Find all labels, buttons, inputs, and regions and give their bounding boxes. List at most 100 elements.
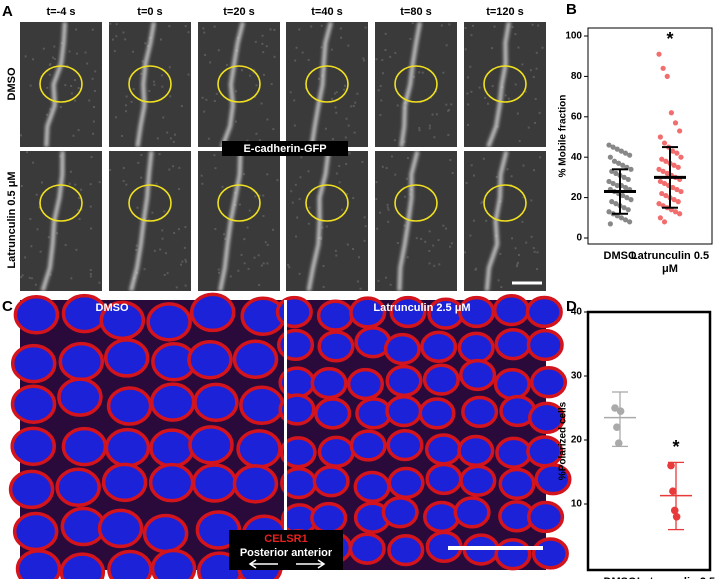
bleach-roi	[305, 184, 349, 222]
data-point	[606, 178, 612, 185]
noise	[413, 75, 416, 78]
noise	[293, 99, 296, 102]
bleach-roi	[483, 65, 527, 103]
noise	[296, 216, 299, 219]
noise	[435, 113, 438, 116]
noise	[184, 284, 187, 287]
noise	[375, 58, 378, 61]
nucleus	[348, 532, 386, 565]
noise	[59, 106, 62, 109]
noise	[499, 252, 502, 255]
nucleus	[389, 295, 427, 329]
nucleus	[10, 384, 57, 424]
cell-junction	[44, 21, 67, 148]
noise	[253, 69, 256, 72]
noise	[187, 31, 190, 34]
noise	[389, 283, 392, 286]
data-point	[618, 148, 624, 154]
noise	[507, 97, 510, 100]
noise	[34, 283, 37, 286]
noise	[418, 71, 421, 74]
noise	[246, 139, 249, 142]
nucleus	[191, 463, 238, 503]
cell-junction	[220, 21, 245, 148]
noise	[539, 156, 542, 159]
data-point	[660, 168, 666, 174]
noise	[135, 248, 138, 251]
noise	[184, 25, 187, 28]
noise	[272, 228, 275, 231]
data-point	[610, 144, 616, 150]
noise	[510, 175, 513, 178]
noise	[331, 138, 334, 141]
noise	[90, 227, 93, 230]
nucleus	[148, 462, 195, 503]
noise	[243, 173, 246, 176]
noise	[92, 132, 95, 135]
x-tick-label: Latrunculin 0.5 μM	[630, 250, 710, 275]
timepoint-label: t=120 s	[486, 6, 524, 18]
noise	[114, 116, 117, 119]
y-tick-label: 20	[571, 435, 583, 446]
noise	[180, 263, 183, 266]
noise	[52, 56, 55, 59]
noise	[53, 57, 56, 60]
noise	[240, 253, 243, 256]
noise	[294, 59, 297, 62]
noise	[335, 172, 338, 175]
noise	[213, 100, 216, 103]
y-tick-label: 30	[571, 371, 583, 382]
data-point	[678, 188, 684, 195]
noise	[84, 51, 87, 54]
nucleus	[276, 328, 315, 362]
noise	[377, 279, 380, 282]
noise	[49, 62, 52, 65]
noise	[338, 164, 341, 167]
noise	[403, 224, 406, 227]
stain-label: CELSR1	[264, 533, 307, 545]
noise	[184, 226, 187, 229]
noise	[237, 269, 240, 272]
noise	[266, 173, 269, 176]
noise	[534, 121, 537, 124]
nucleus	[422, 363, 460, 396]
noise	[163, 210, 166, 213]
noise	[92, 105, 95, 108]
noise	[445, 44, 448, 47]
nucleus	[457, 331, 495, 364]
noise	[428, 124, 431, 127]
plot-frame	[586, 310, 712, 572]
noise	[161, 85, 164, 88]
noise	[324, 127, 327, 130]
noise	[287, 264, 290, 267]
data-point	[613, 201, 619, 207]
noise	[530, 235, 533, 238]
nucleus	[385, 364, 423, 398]
noise	[415, 237, 418, 240]
noise	[533, 250, 536, 253]
noise	[469, 65, 472, 68]
timepoint-label: t=80 s	[400, 6, 432, 18]
noise	[418, 126, 421, 129]
noise	[152, 80, 155, 83]
data-point	[614, 146, 620, 152]
nucleus	[381, 496, 419, 529]
noise	[379, 211, 382, 214]
noise	[480, 202, 483, 205]
noise	[148, 89, 151, 92]
noise	[382, 72, 385, 75]
marker-label: E-cadherin-GFP	[243, 143, 326, 155]
noise	[320, 46, 323, 49]
noise	[156, 137, 159, 140]
noise	[470, 164, 473, 167]
axis-label: Posterior anterior	[240, 547, 333, 559]
noise	[144, 42, 147, 45]
data-point	[678, 154, 684, 160]
noise	[387, 220, 390, 223]
cell-junction	[486, 21, 511, 148]
noise	[522, 196, 525, 199]
noise	[168, 168, 171, 171]
noise	[409, 37, 412, 40]
noise	[541, 46, 544, 49]
noise	[241, 69, 244, 72]
